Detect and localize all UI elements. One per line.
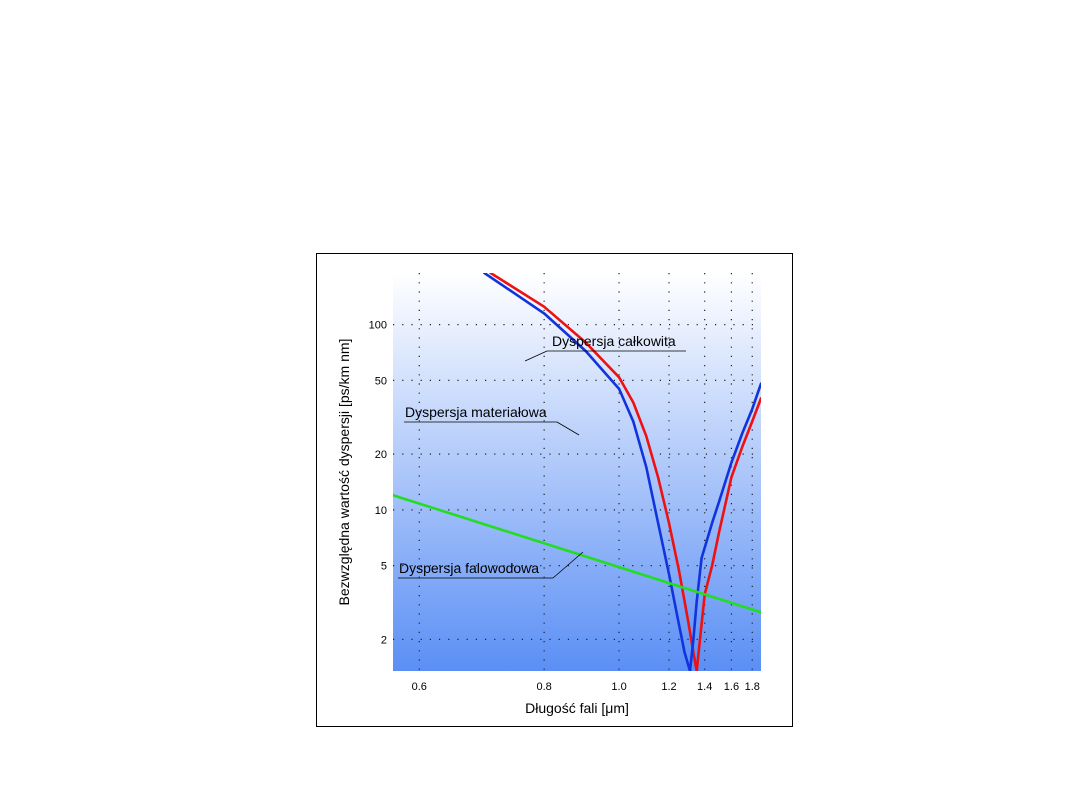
plot-area <box>393 273 761 671</box>
series-line-0 <box>489 273 761 671</box>
annotation-leader <box>556 421 580 436</box>
annotation-label: Dyspersja falowodowa <box>399 560 539 576</box>
annotation-label: Dyspersja całkowita <box>552 333 676 349</box>
x-tick-label: 1.0 <box>611 681 626 693</box>
x-tick-label: 1.6 <box>724 681 739 693</box>
y-tick-label: 10 <box>375 505 387 517</box>
annotation-leader <box>552 551 584 579</box>
y-tick-label: 20 <box>375 449 387 461</box>
series-line-2 <box>393 493 761 614</box>
annotation-leader <box>524 350 548 362</box>
y-axis-label: Bezwzględna wartość dyspersji [ps/km nm] <box>336 339 352 606</box>
x-tick-label: 0.6 <box>412 681 427 693</box>
chart-figure: Dyspersja całkowita Dyspersja materiałowa… <box>316 253 793 727</box>
x-tick-label: 1.8 <box>745 681 760 693</box>
y-tick-label: 100 <box>369 320 387 332</box>
x-axis-label: Długość fali [μm] <box>525 700 629 716</box>
dispersion-chart: Dyspersja całkowita Dyspersja materiałowa… <box>336 273 761 716</box>
tick-labels: 0.6 0.8 1.0 1.2 1.4 1.6 1.8 2 5 10 20 50 100 <box>369 320 760 693</box>
x-tick-label: 1.2 <box>661 681 676 693</box>
y-tick-label: 50 <box>375 375 387 387</box>
y-tick-label: 5 <box>381 561 387 573</box>
annotation-label: Dyspersja materiałowa <box>405 404 547 420</box>
x-tick-label: 1.4 <box>697 681 712 693</box>
x-tick-label: 0.8 <box>536 681 551 693</box>
series-line-1 <box>483 273 761 671</box>
annotation-layer: Dyspersja całkowita Dyspersja materiałowa… <box>398 333 686 579</box>
y-tick-label: 2 <box>381 634 387 646</box>
series-layer <box>393 273 761 671</box>
